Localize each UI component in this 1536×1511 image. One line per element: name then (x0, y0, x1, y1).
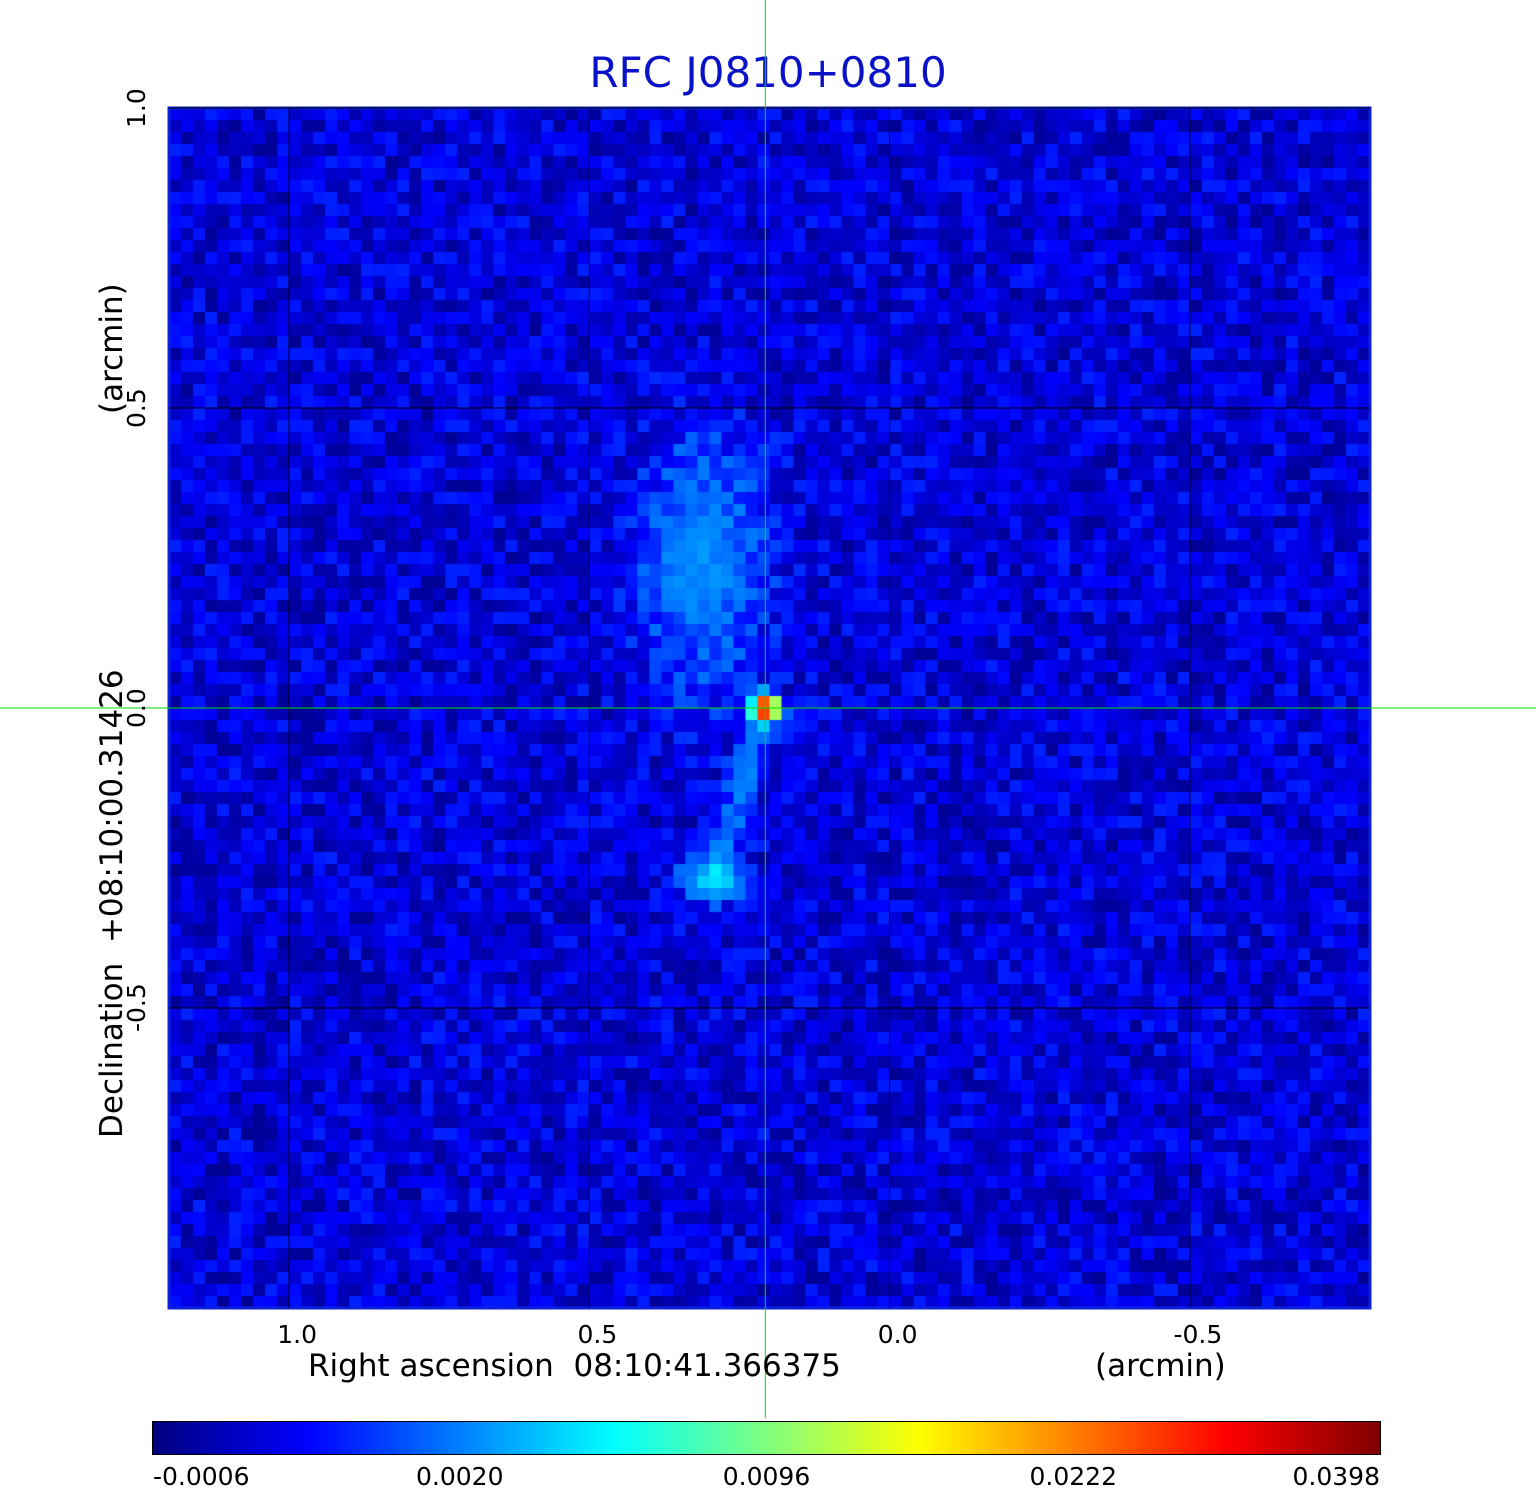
y-axis-unit: (arcmin) (94, 283, 130, 414)
y-tick-label: 1.0 (122, 88, 151, 128)
colorbar-tick-label: 0.0222 (1029, 1462, 1117, 1491)
chart-title: RFC J0810+0810 (589, 48, 947, 97)
x-tick-label: 0.5 (577, 1320, 618, 1349)
x-tick-label: 0.0 (877, 1320, 918, 1349)
colorbar-tick-label: 0.0096 (722, 1462, 811, 1491)
y-axis-label: Declination +08:10:00.31426 (94, 669, 130, 1138)
x-axis-label: Right ascension 08:10:41.366375 (308, 1348, 841, 1384)
colorbar-tick-label: 0.0020 (416, 1462, 504, 1491)
colorbar-tick-label: -0.0006 (153, 1462, 250, 1491)
x-tick-label: 1.0 (277, 1320, 317, 1349)
x-axis-unit: (arcmin) (1095, 1348, 1226, 1384)
colorbar (152, 1421, 1381, 1455)
x-tick-label: -0.5 (1173, 1320, 1223, 1349)
colorbar-tick-label: 0.0398 (1292, 1462, 1380, 1491)
